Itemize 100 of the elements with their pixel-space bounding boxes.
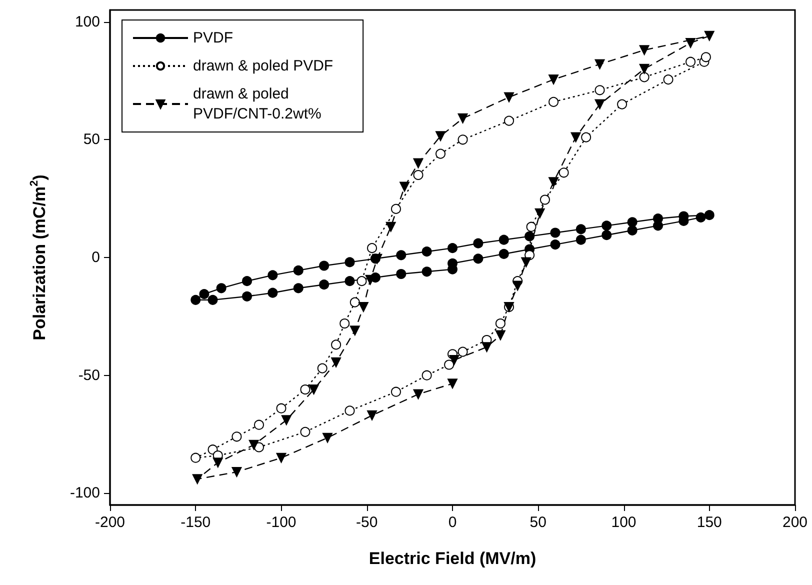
point bbox=[495, 330, 506, 340]
point bbox=[653, 214, 663, 224]
point bbox=[550, 240, 560, 250]
point bbox=[504, 116, 514, 126]
point bbox=[504, 92, 514, 102]
point bbox=[627, 217, 638, 228]
y-tick-label: -100 bbox=[70, 484, 100, 502]
y-tick-label: -50 bbox=[78, 366, 100, 384]
point bbox=[344, 257, 355, 268]
legend-label: drawn & poled PVDF/CNT-0.2wt% bbox=[193, 86, 322, 122]
point bbox=[254, 442, 264, 452]
point bbox=[686, 56, 696, 67]
x-tick-label: -100 bbox=[266, 514, 296, 531]
point bbox=[344, 276, 355, 286]
point bbox=[396, 269, 406, 279]
y-tick-label: 50 bbox=[83, 131, 100, 148]
point bbox=[594, 99, 605, 110]
point bbox=[358, 302, 368, 312]
point bbox=[436, 131, 446, 142]
point bbox=[482, 342, 492, 352]
point bbox=[548, 177, 559, 188]
point bbox=[639, 45, 650, 56]
x-tick-label: 50 bbox=[530, 514, 546, 531]
point bbox=[308, 384, 319, 394]
point bbox=[576, 234, 586, 245]
point bbox=[422, 266, 432, 277]
point bbox=[458, 113, 468, 124]
point bbox=[495, 318, 506, 328]
point bbox=[594, 59, 605, 70]
point bbox=[276, 452, 286, 463]
point bbox=[512, 280, 523, 291]
point bbox=[526, 222, 536, 232]
x-tick-label: 0 bbox=[448, 514, 457, 531]
point bbox=[242, 276, 252, 286]
y-tick-label: 0 bbox=[92, 249, 100, 266]
point bbox=[696, 212, 706, 222]
point bbox=[344, 406, 355, 416]
point bbox=[390, 386, 401, 397]
point bbox=[521, 257, 532, 268]
point bbox=[276, 403, 286, 414]
x-tick-label: 150 bbox=[696, 514, 722, 531]
point bbox=[558, 168, 569, 178]
point bbox=[700, 52, 711, 62]
x-tick-label: 200 bbox=[782, 514, 808, 531]
point bbox=[268, 288, 278, 298]
point bbox=[570, 132, 581, 142]
point bbox=[473, 254, 484, 264]
point bbox=[498, 248, 509, 259]
point bbox=[386, 222, 396, 232]
point bbox=[331, 357, 342, 368]
x-tick-label: 100 bbox=[611, 514, 636, 531]
point bbox=[458, 134, 468, 145]
point bbox=[602, 230, 612, 240]
point bbox=[576, 224, 586, 234]
point bbox=[232, 432, 242, 442]
point bbox=[254, 420, 264, 430]
x-axis-title: Electric Field (MV/m) bbox=[368, 549, 536, 568]
point bbox=[524, 231, 535, 242]
x-tick-label: -200 bbox=[94, 514, 126, 531]
point bbox=[534, 208, 545, 218]
point bbox=[350, 297, 360, 308]
point bbox=[448, 243, 458, 254]
point bbox=[390, 204, 401, 214]
point bbox=[242, 291, 252, 302]
point bbox=[317, 363, 328, 374]
point bbox=[663, 74, 674, 85]
x-tick-label: -50 bbox=[356, 514, 378, 531]
point bbox=[617, 99, 628, 110]
point bbox=[190, 452, 201, 463]
point bbox=[686, 38, 696, 48]
point bbox=[413, 170, 424, 180]
point bbox=[293, 283, 304, 294]
point bbox=[449, 355, 460, 366]
point bbox=[413, 158, 424, 168]
point bbox=[340, 318, 350, 328]
point bbox=[400, 182, 410, 192]
point bbox=[581, 132, 592, 142]
point bbox=[540, 194, 550, 205]
point bbox=[356, 276, 367, 286]
point bbox=[232, 467, 242, 477]
point bbox=[413, 389, 424, 400]
point bbox=[248, 440, 259, 450]
point bbox=[594, 85, 605, 96]
point bbox=[199, 289, 210, 300]
y-tick-label: 100 bbox=[74, 13, 100, 30]
point bbox=[639, 72, 650, 82]
point bbox=[458, 346, 468, 357]
point bbox=[300, 426, 310, 437]
point bbox=[548, 74, 559, 85]
point bbox=[550, 228, 560, 238]
x-tick-label: -150 bbox=[180, 514, 211, 531]
point bbox=[281, 415, 292, 426]
point bbox=[268, 270, 278, 280]
point bbox=[448, 378, 458, 389]
point bbox=[436, 148, 446, 159]
point bbox=[192, 474, 202, 484]
point bbox=[367, 410, 378, 420]
point bbox=[322, 432, 332, 443]
point bbox=[300, 384, 310, 394]
legend-label: drawn & poled PVDF bbox=[193, 58, 334, 74]
